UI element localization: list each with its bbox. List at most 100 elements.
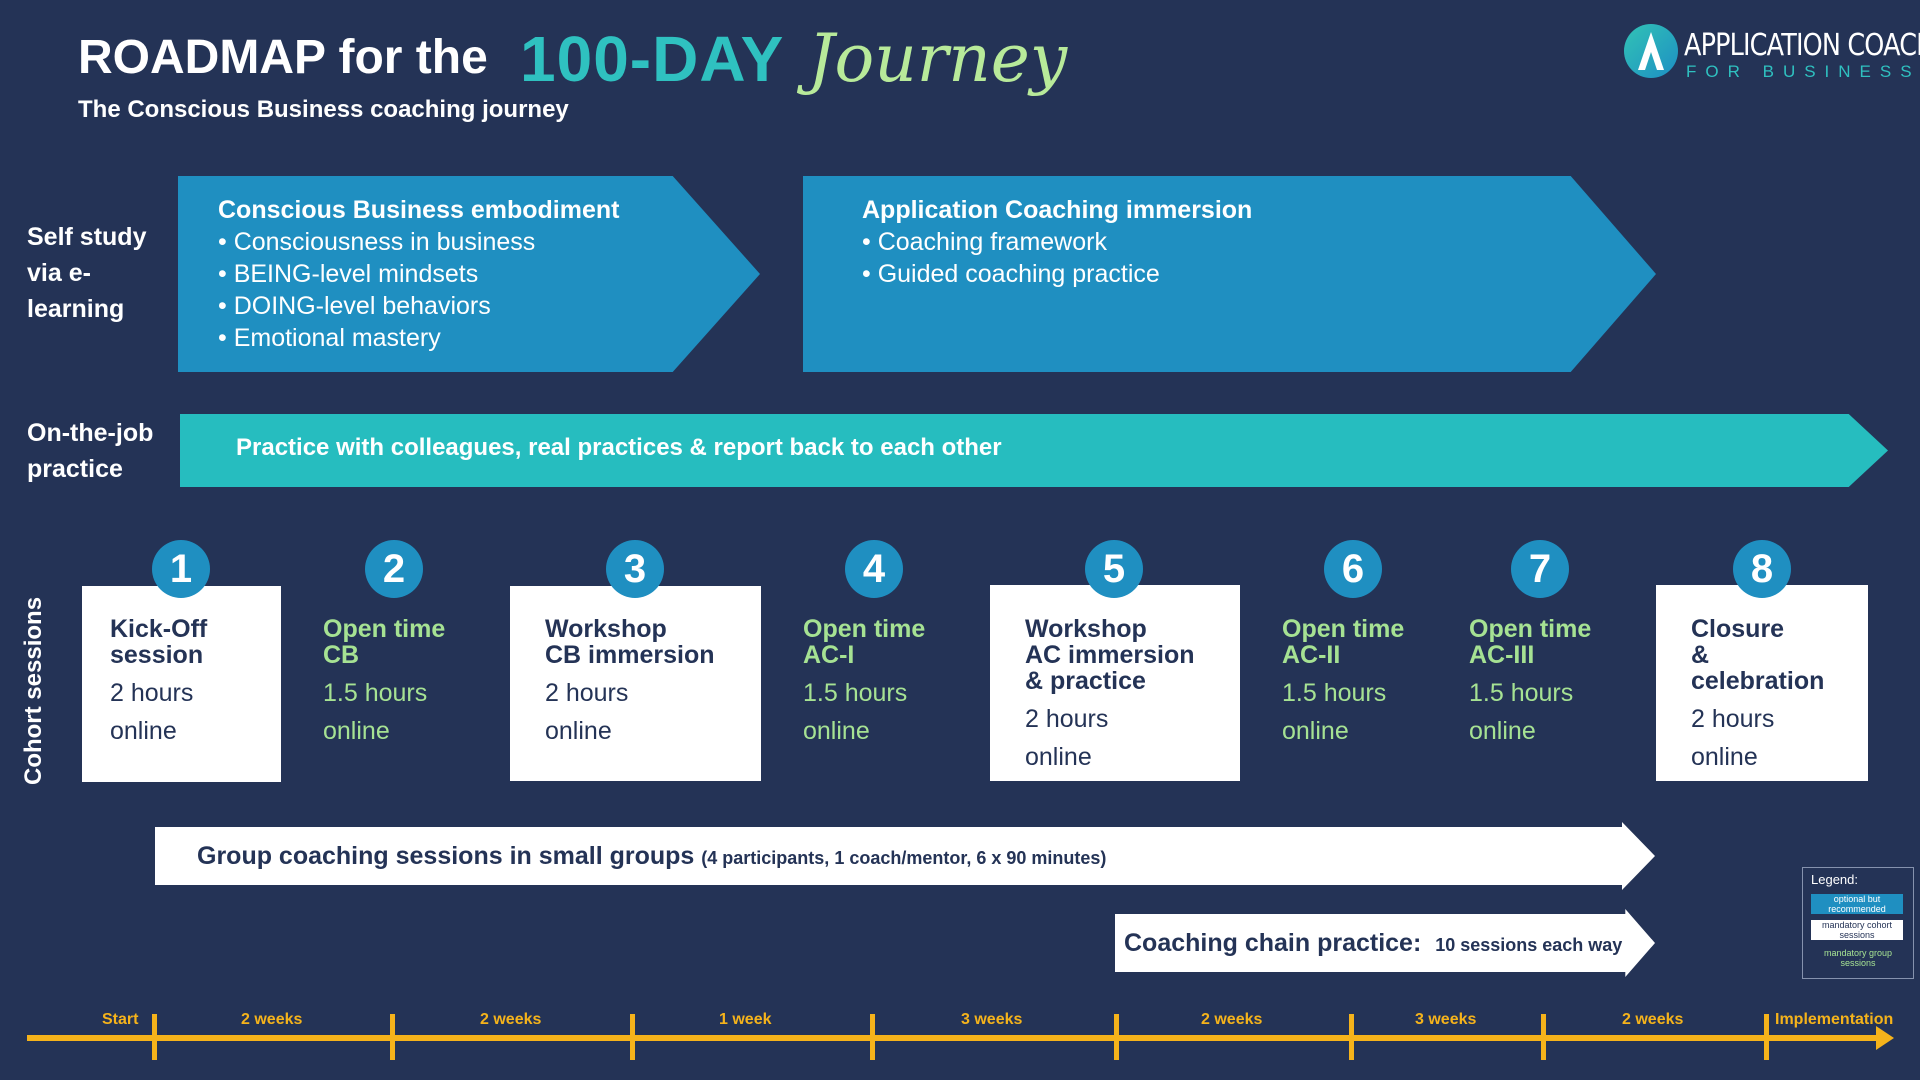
practice-arrow: Practice with colleagues, real practices… bbox=[180, 414, 1888, 487]
timeline-label: 2 weeks bbox=[241, 1011, 303, 1028]
session-mode: online bbox=[1282, 717, 1349, 745]
session-mode: online bbox=[545, 717, 612, 745]
page-title-script: Journey bbox=[808, 20, 1068, 97]
timeline-tick bbox=[1541, 1014, 1546, 1060]
session-number-2: 2 bbox=[365, 540, 423, 598]
session-box-1: Kick-Off session 2 hours online bbox=[82, 586, 281, 782]
page-title: ROADMAP for the bbox=[78, 31, 488, 84]
page-subtitle: The Conscious Business coaching journey bbox=[78, 96, 569, 123]
session-title: AC-I bbox=[803, 641, 855, 669]
session-duration: 1.5 hours bbox=[323, 679, 428, 707]
session-2: Open time CB 1.5 hours online bbox=[323, 616, 445, 750]
elearning-item: • Coaching framework bbox=[862, 228, 1107, 256]
timeline-label: 2 weeks bbox=[1201, 1011, 1263, 1028]
session-title: Closure bbox=[1691, 615, 1785, 643]
legend-title: Legend: bbox=[1811, 872, 1858, 887]
page-title-accent: 100-DAY bbox=[520, 23, 785, 95]
elearning-chevron-cb: Conscious Business embodiment • Consciou… bbox=[178, 176, 760, 372]
session-duration: 1.5 hours bbox=[1282, 679, 1387, 707]
session-duration: 2 hours bbox=[1691, 705, 1775, 733]
session-mode: online bbox=[110, 717, 177, 745]
session-title: AC-II bbox=[1282, 641, 1341, 669]
timeline-tick bbox=[152, 1014, 157, 1060]
session-title: Open time bbox=[1282, 615, 1405, 643]
group-coaching-arrow: Group coaching sessions in small groups … bbox=[155, 822, 1655, 890]
session-title: Kick-Off bbox=[110, 615, 208, 643]
timeline-label: Start bbox=[102, 1011, 139, 1028]
legend-item-optional: optional but recommended bbox=[1811, 894, 1903, 914]
session-title: Open time bbox=[803, 615, 926, 643]
session-number-5: 5 bbox=[1085, 540, 1143, 598]
timeline-label: 3 weeks bbox=[1415, 1011, 1477, 1028]
session-number-8: 8 bbox=[1733, 540, 1791, 598]
coaching-chain-label: Coaching chain practice: bbox=[1124, 929, 1422, 957]
company-logo: APPLICATION COACHING FOR BUSINESS bbox=[1624, 24, 1920, 84]
coaching-chain-arrow: Coaching chain practice: 10 sessions eac… bbox=[1115, 909, 1655, 977]
row-label-on-the-job: On-the-job practice bbox=[27, 419, 154, 483]
session-4: Open time AC-I 1.5 hours online bbox=[803, 616, 925, 750]
session-title: CB bbox=[323, 641, 360, 669]
session-title: AC-III bbox=[1469, 641, 1535, 669]
session-number-3: 3 bbox=[606, 540, 664, 598]
legend: Legend: optional but recommended mandato… bbox=[1802, 867, 1914, 979]
session-title: Open time bbox=[323, 615, 446, 643]
elearning-item: • Guided coaching practice bbox=[862, 260, 1160, 288]
elearning-title: Conscious Business embodiment bbox=[218, 196, 620, 224]
practice-text: Practice with colleagues, real practices… bbox=[236, 434, 1002, 461]
session-number-4: 4 bbox=[845, 540, 903, 598]
group-coaching-label: Group coaching sessions in small groups bbox=[197, 842, 695, 870]
elearning-chevron-ac: Application Coaching immersion • Coachin… bbox=[803, 176, 1656, 372]
session-mode: online bbox=[1469, 717, 1536, 745]
legend-item-mandatory-group: mandatory group sessions bbox=[1823, 948, 1893, 968]
session-mode: online bbox=[323, 717, 390, 745]
session-title: CB immersion bbox=[545, 641, 715, 669]
timeline-label: 1 week bbox=[719, 1011, 772, 1028]
elearning-item: • Consciousness in business bbox=[218, 228, 536, 256]
timeline-tick bbox=[1764, 1014, 1769, 1060]
session-duration: 1.5 hours bbox=[1469, 679, 1574, 707]
timeline-label: 3 weeks bbox=[961, 1011, 1023, 1028]
session-mode: online bbox=[803, 717, 870, 745]
logo-mark-icon bbox=[1624, 24, 1678, 78]
timeline-label: 2 weeks bbox=[1622, 1011, 1684, 1028]
timeline-tick bbox=[390, 1014, 395, 1060]
session-title: AC immersion bbox=[1025, 641, 1195, 669]
coaching-chain-detail: 10 sessions each way bbox=[1435, 935, 1623, 955]
timeline-label: 2 weeks bbox=[480, 1011, 542, 1028]
session-6: Open time AC-II 1.5 hours online bbox=[1282, 616, 1404, 750]
session-box-5: Workshop AC immersion & practice 2 hours… bbox=[990, 585, 1240, 781]
row-label-cohort: Cohort sessions bbox=[20, 596, 47, 785]
timeline-arrowhead bbox=[1876, 1026, 1894, 1050]
session-box-8: Closure & celebration 2 hours online bbox=[1656, 585, 1868, 781]
session-mode: online bbox=[1691, 743, 1758, 771]
logo-text: APPLICATION COACHING bbox=[1684, 28, 1920, 63]
timeline-tick bbox=[630, 1014, 635, 1060]
session-title: Workshop bbox=[545, 615, 667, 643]
elearning-item: • Emotional mastery bbox=[218, 324, 441, 352]
session-duration: 1.5 hours bbox=[803, 679, 908, 707]
timeline-label: Implementation bbox=[1775, 1011, 1894, 1028]
session-mode: online bbox=[1025, 743, 1092, 771]
elearning-item: • DOING-level behaviors bbox=[218, 292, 491, 320]
session-title: session bbox=[110, 641, 204, 669]
session-duration: 2 hours bbox=[110, 679, 194, 707]
elearning-title: Application Coaching immersion bbox=[862, 196, 1253, 224]
timeline-line bbox=[27, 1035, 1883, 1041]
timeline-tick bbox=[1349, 1014, 1354, 1060]
session-title: Open time bbox=[1469, 615, 1592, 643]
logo-subtext: FOR BUSINESS bbox=[1686, 62, 1920, 81]
session-duration: 2 hours bbox=[1025, 705, 1109, 733]
session-duration: 2 hours bbox=[545, 679, 629, 707]
session-title: & bbox=[1691, 641, 1710, 669]
timeline-tick bbox=[1114, 1014, 1119, 1060]
session-title: & practice bbox=[1025, 667, 1146, 695]
group-coaching-detail: (4 participants, 1 coach/mentor, 6 x 90 … bbox=[701, 848, 1107, 868]
session-title: celebration bbox=[1691, 667, 1825, 695]
legend-item-mandatory-cohort: mandatory cohort sessions bbox=[1811, 920, 1903, 940]
session-number-7: 7 bbox=[1511, 540, 1569, 598]
session-title: Workshop bbox=[1025, 615, 1147, 643]
session-number-1: 1 bbox=[152, 540, 210, 598]
session-box-3: Workshop CB immersion 2 hours online bbox=[510, 586, 761, 781]
session-7: Open time AC-III 1.5 hours online bbox=[1469, 616, 1591, 750]
session-number-6: 6 bbox=[1324, 540, 1382, 598]
